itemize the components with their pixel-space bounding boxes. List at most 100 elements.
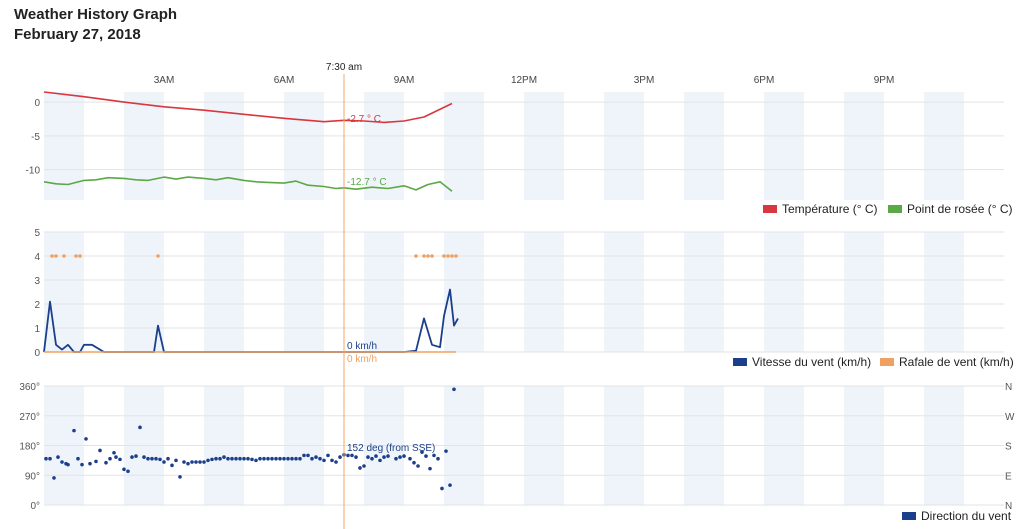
gust-point [156,254,160,258]
direction-point [428,466,432,471]
direction-point [114,455,118,459]
direction-point [166,456,170,461]
hour-band [204,232,244,352]
cursor-direction-label: 152 deg (from SSE) [347,443,435,454]
direction-point [108,456,112,461]
direction-point [266,456,270,461]
legend-swatch-direction [902,512,916,520]
x-tick-label: 3AM [154,75,175,86]
gust-point [74,254,78,258]
direction-point [88,461,92,466]
direction-point [234,456,238,461]
direction-point [186,461,190,466]
direction-point [52,476,56,480]
gust-point [78,254,82,258]
y-tick-label: 1 [34,324,40,335]
direction-point [270,456,274,461]
legend-gust[interactable]: Rafale de vent (km/h) [880,355,1014,369]
legend-direction[interactable]: Direction du vent [902,509,1011,523]
direction-point [198,460,202,464]
x-tick-label: 6AM [274,75,295,86]
direction-point [194,460,198,464]
hour-band [604,232,644,352]
legend-wind[interactable]: Vitesse du vent (km/h) [733,355,871,369]
hour-band [524,232,564,352]
legend-swatch-gust [880,358,894,366]
direction-point [112,450,116,455]
y-tick-label: 3 [34,276,40,287]
hour-band [204,92,244,200]
direction-point [378,458,382,463]
hour-band [524,92,564,200]
chart-title: Weather History Graph [14,6,178,23]
direction-point [126,469,130,474]
direction-point [334,460,338,464]
direction-point [366,455,370,459]
hour-band [124,92,164,200]
legend-dew-point[interactable]: Point de rosée (° C) [888,202,1013,216]
direction-point [350,453,354,458]
direction-point [94,459,98,464]
hour-band [684,92,724,200]
direction-point [154,456,158,461]
direction-point [242,456,246,461]
direction-point [412,460,416,465]
direction-point [66,462,70,467]
direction-point [48,456,52,461]
direction-point [330,458,334,463]
x-tick-label: 6PM [754,75,775,86]
legend-temperature[interactable]: Température (° C) [763,202,878,216]
x-tick-label: 9AM [394,75,415,86]
compass-label: N [1005,501,1012,512]
hour-band [444,92,484,200]
y-tick-label: 360° [19,382,40,393]
direction-point [444,449,448,453]
direction-point [394,456,398,461]
compass-label: E [1005,471,1012,482]
legend-swatch-wind [733,358,747,366]
direction-point [436,456,440,461]
legend-swatch-temperature [763,205,777,213]
direction-point [130,455,134,459]
legend-label-temperature: Température (° C) [782,202,878,216]
legend-label-wind: Vitesse du vent (km/h) [752,355,872,369]
y-tick-label: 0 [34,98,40,109]
direction-point [358,466,362,470]
direction-point [314,455,318,459]
gust-point [50,254,54,258]
cursor-wind-label: 0 km/h [347,341,377,352]
direction-point [60,460,64,464]
hour-band [364,92,404,200]
direction-point [218,456,222,461]
direction-point [282,456,286,461]
direction-point [408,456,412,461]
direction-point [230,456,234,461]
direction-point [214,456,218,461]
direction-point [420,450,424,454]
direction-point [398,455,402,459]
direction-point [104,460,108,465]
direction-point [338,455,342,459]
direction-point [258,456,262,461]
direction-point [206,458,210,463]
direction-point [432,453,436,458]
direction-point [80,462,84,467]
direction-point [440,486,444,491]
direction-point [318,456,322,461]
direction-point [202,460,206,464]
direction-point [346,453,350,458]
cursor-gust-label: 0 km/h [347,354,377,365]
cursor-time-label: 7:30 am [326,62,362,73]
direction-point [290,456,294,461]
direction-point [374,454,378,458]
direction-point [84,437,88,441]
direction-point [158,457,162,462]
hour-band [924,92,964,200]
y-tick-label: -10 [26,166,41,177]
compass-label: W [1005,412,1015,423]
direction-point [310,456,314,461]
direction-point [76,456,80,461]
direction-point [452,387,456,392]
direction-point [448,483,452,487]
